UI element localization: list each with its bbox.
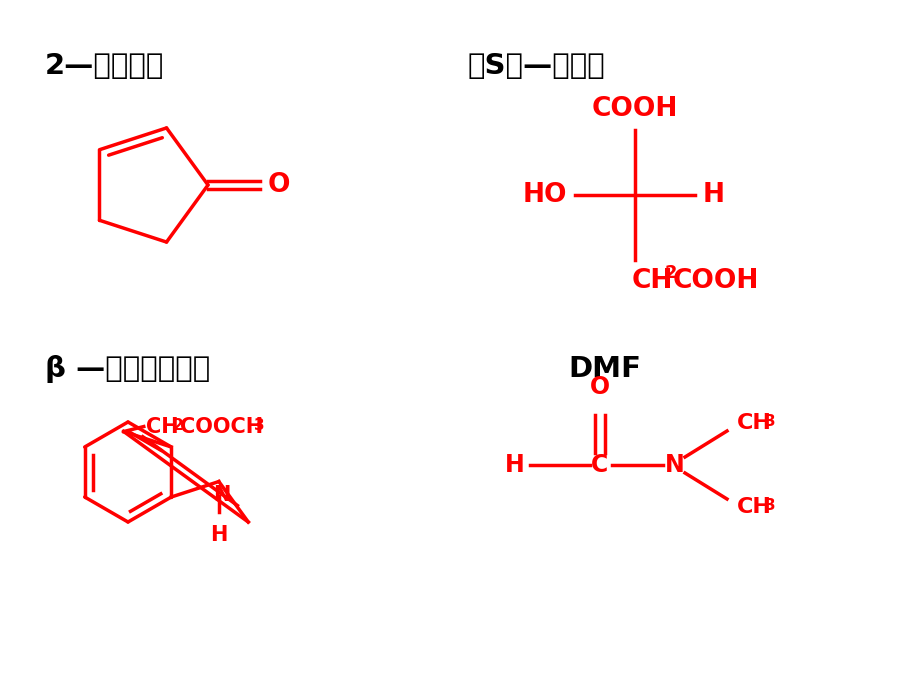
Text: 2: 2 (173, 417, 183, 433)
Text: 3: 3 (765, 414, 775, 429)
Text: 2: 2 (664, 264, 676, 282)
Text: CH: CH (736, 497, 771, 517)
Text: CH: CH (631, 268, 673, 294)
Text: HO: HO (522, 182, 566, 208)
Text: COOH: COOH (673, 268, 758, 294)
Text: CH: CH (736, 413, 771, 433)
Text: H: H (210, 524, 227, 544)
Text: （S）—苹果酸: （S）—苹果酸 (468, 52, 605, 80)
Text: COOCH: COOCH (179, 417, 263, 437)
Text: N: N (664, 453, 684, 477)
Text: N: N (213, 484, 231, 504)
Text: CH: CH (145, 417, 178, 437)
Text: H: H (702, 182, 724, 208)
Text: C: C (591, 453, 608, 477)
Text: H: H (505, 453, 525, 477)
Text: DMF: DMF (567, 355, 641, 383)
Text: β —吵哚乙酸甲酩: β —吵哚乙酸甲酩 (45, 355, 210, 383)
Text: 3: 3 (254, 417, 264, 433)
Text: 2—环戊烯酮: 2—环戊烯酮 (45, 52, 165, 80)
Text: O: O (589, 375, 609, 399)
Text: COOH: COOH (591, 96, 677, 122)
Text: 3: 3 (765, 498, 775, 513)
Text: O: O (267, 172, 290, 198)
